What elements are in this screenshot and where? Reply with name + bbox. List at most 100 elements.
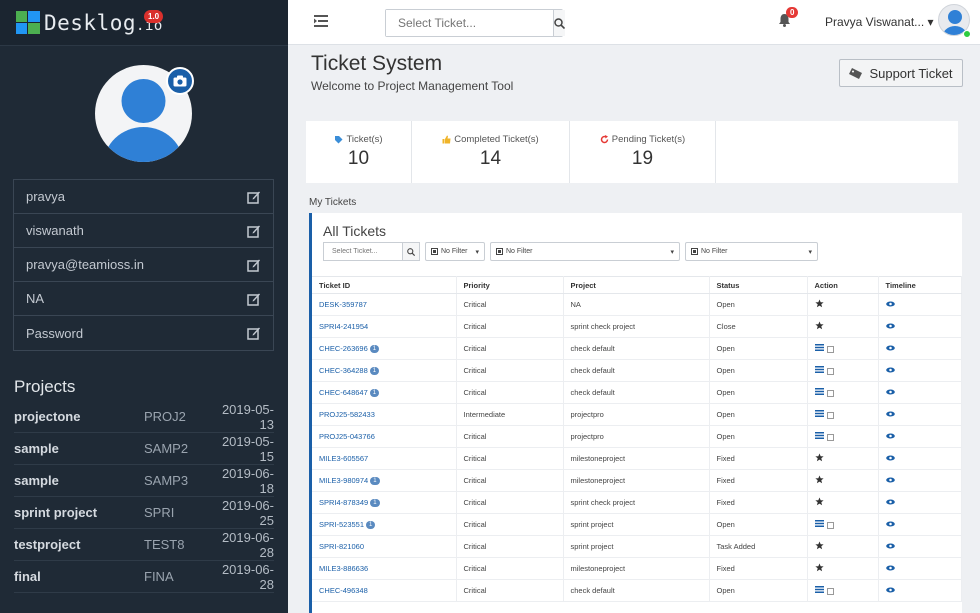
table-row: SPRI4-241954 Critical sprint check project…	[312, 315, 962, 338]
star-button[interactable]	[814, 497, 824, 506]
star-button[interactable]	[814, 475, 824, 484]
ticket-id-link[interactable]: MILE3-886636	[319, 564, 369, 573]
project-row[interactable]: sample SAMP2 2019-05-15	[14, 433, 274, 465]
brand[interactable]: Desklog.io 1.0	[0, 0, 288, 46]
task-list-button[interactable]	[814, 344, 824, 351]
ticket-id-cell[interactable]: SPRI-821060	[312, 535, 457, 558]
select-checkbox[interactable]	[826, 367, 834, 375]
select-checkbox[interactable]	[826, 345, 834, 353]
ticket-id-link[interactable]: SPRI4-241954	[319, 322, 369, 331]
status-cell: Fixed	[709, 469, 808, 492]
select-checkbox[interactable]	[826, 521, 834, 529]
menu-toggle-icon[interactable]	[314, 15, 328, 27]
view-timeline-button[interactable]	[885, 411, 895, 417]
camera-icon	[173, 75, 187, 87]
view-timeline-button[interactable]	[885, 301, 895, 307]
ticket-id-link[interactable]: CHEC-364288	[319, 365, 368, 375]
view-timeline-button[interactable]	[885, 499, 895, 505]
ticket-id-link[interactable]: CHEC-648647	[319, 387, 368, 397]
column-header[interactable]: Project	[563, 276, 710, 294]
ticket-id-link[interactable]: MILE3-605567	[319, 454, 369, 463]
search-button[interactable]	[553, 10, 565, 36]
project-row[interactable]: sample SAMP3 2019-06-18	[14, 465, 274, 497]
ticket-id-cell[interactable]: MILE3-886636	[312, 557, 457, 580]
view-timeline-button[interactable]	[885, 455, 895, 461]
task-list-button[interactable]	[814, 432, 824, 439]
ticket-id-cell[interactable]: CHEC-496348	[312, 579, 457, 602]
view-timeline-button[interactable]	[885, 587, 895, 593]
edit-icon[interactable]	[247, 258, 261, 272]
view-timeline-button[interactable]	[885, 521, 895, 527]
star-button[interactable]	[814, 541, 824, 550]
ticket-id-cell[interactable]: PROJ25-582433	[312, 403, 457, 426]
task-list-button[interactable]	[814, 586, 824, 593]
ticket-id-link[interactable]: CHEC-496348	[319, 586, 368, 595]
project-filter[interactable]: No Filter ▾	[490, 242, 680, 261]
comment-count-badge: 1	[370, 477, 380, 485]
ticket-id-link[interactable]: SPRI-821060	[319, 542, 365, 551]
ticket-id-cell[interactable]: DESK-359787	[312, 293, 457, 316]
ticket-id-cell[interactable]: MILE3-980974 1	[312, 469, 457, 492]
edit-icon[interactable]	[247, 326, 261, 340]
column-header[interactable]: Timeline	[878, 276, 962, 294]
project-row[interactable]: projectone PROJ2 2019-05-13	[14, 401, 274, 433]
ticket-id-link[interactable]: PROJ25-582433	[319, 410, 375, 419]
ticket-id-cell[interactable]: CHEC-263696 1	[312, 337, 457, 360]
select-checkbox[interactable]	[826, 587, 834, 595]
star-button[interactable]	[814, 299, 824, 308]
task-list-button[interactable]	[814, 520, 824, 527]
select-checkbox[interactable]	[826, 433, 834, 441]
star-button[interactable]	[814, 321, 824, 330]
task-list-button[interactable]	[814, 388, 824, 395]
ticket-id-cell[interactable]: CHEC-364288 1	[312, 359, 457, 382]
ticket-id-cell[interactable]: MILE3-605567	[312, 447, 457, 470]
view-timeline-button[interactable]	[885, 543, 895, 549]
view-timeline-button[interactable]	[885, 345, 895, 351]
ticket-id-link[interactable]: SPRI4-878349	[319, 497, 369, 507]
view-timeline-button[interactable]	[885, 323, 895, 329]
ticket-id-cell[interactable]: SPRI-523551 1	[312, 513, 457, 536]
star-button[interactable]	[814, 563, 824, 572]
search-icon	[554, 17, 565, 29]
view-timeline-button[interactable]	[885, 565, 895, 571]
ticket-id-link[interactable]: SPRI-523551	[319, 519, 365, 529]
status-filter[interactable]: No Filter ▾	[685, 242, 818, 261]
user-menu[interactable]: Pravya Viswanat... ▾	[825, 15, 934, 29]
ticket-filter-input[interactable]	[324, 243, 402, 260]
view-timeline-button[interactable]	[885, 367, 895, 373]
user-avatar[interactable]	[938, 4, 970, 36]
priority-cell: Critical	[456, 469, 564, 492]
user-icon	[103, 79, 184, 162]
ticket-id-cell[interactable]: SPRI4-878349 1	[312, 491, 457, 514]
support-ticket-button[interactable]: Support Ticket	[839, 59, 963, 87]
view-timeline-button[interactable]	[885, 389, 895, 395]
edit-icon[interactable]	[247, 190, 261, 204]
filter-search-button[interactable]	[402, 243, 419, 260]
ticket-id-link[interactable]: MILE3-980974	[319, 475, 369, 485]
column-header[interactable]: Priority	[456, 276, 564, 294]
ticket-search-input[interactable]	[386, 10, 553, 36]
column-header[interactable]: Ticket ID	[312, 276, 457, 294]
project-row[interactable]: final FINA 2019-06-28	[14, 561, 274, 593]
task-list-button[interactable]	[814, 410, 824, 417]
ticket-id-cell[interactable]: PROJ25-043766	[312, 425, 457, 448]
select-checkbox[interactable]	[826, 389, 834, 397]
priority-filter[interactable]: No Filter ▾	[425, 242, 485, 261]
view-timeline-button[interactable]	[885, 433, 895, 439]
ticket-id-link[interactable]: DESK-359787	[319, 300, 367, 309]
select-checkbox[interactable]	[826, 411, 834, 419]
task-list-button[interactable]	[814, 366, 824, 373]
ticket-id-cell[interactable]: CHEC-648647 1	[312, 381, 457, 404]
view-timeline-button[interactable]	[885, 477, 895, 483]
ticket-id-link[interactable]: PROJ25-043766	[319, 432, 375, 441]
project-row[interactable]: sprint project SPRI 2019-06-25	[14, 497, 274, 529]
star-button[interactable]	[814, 453, 824, 462]
change-photo-button[interactable]	[166, 67, 194, 95]
ticket-id-cell[interactable]: SPRI4-241954	[312, 315, 457, 338]
edit-icon[interactable]	[247, 292, 261, 306]
project-row[interactable]: testproject TEST8 2019-06-28	[14, 529, 274, 561]
ticket-id-link[interactable]: CHEC-263696	[319, 343, 368, 353]
column-header[interactable]: Status	[709, 276, 808, 294]
edit-icon[interactable]	[247, 224, 261, 238]
column-header[interactable]: Action	[807, 276, 879, 294]
